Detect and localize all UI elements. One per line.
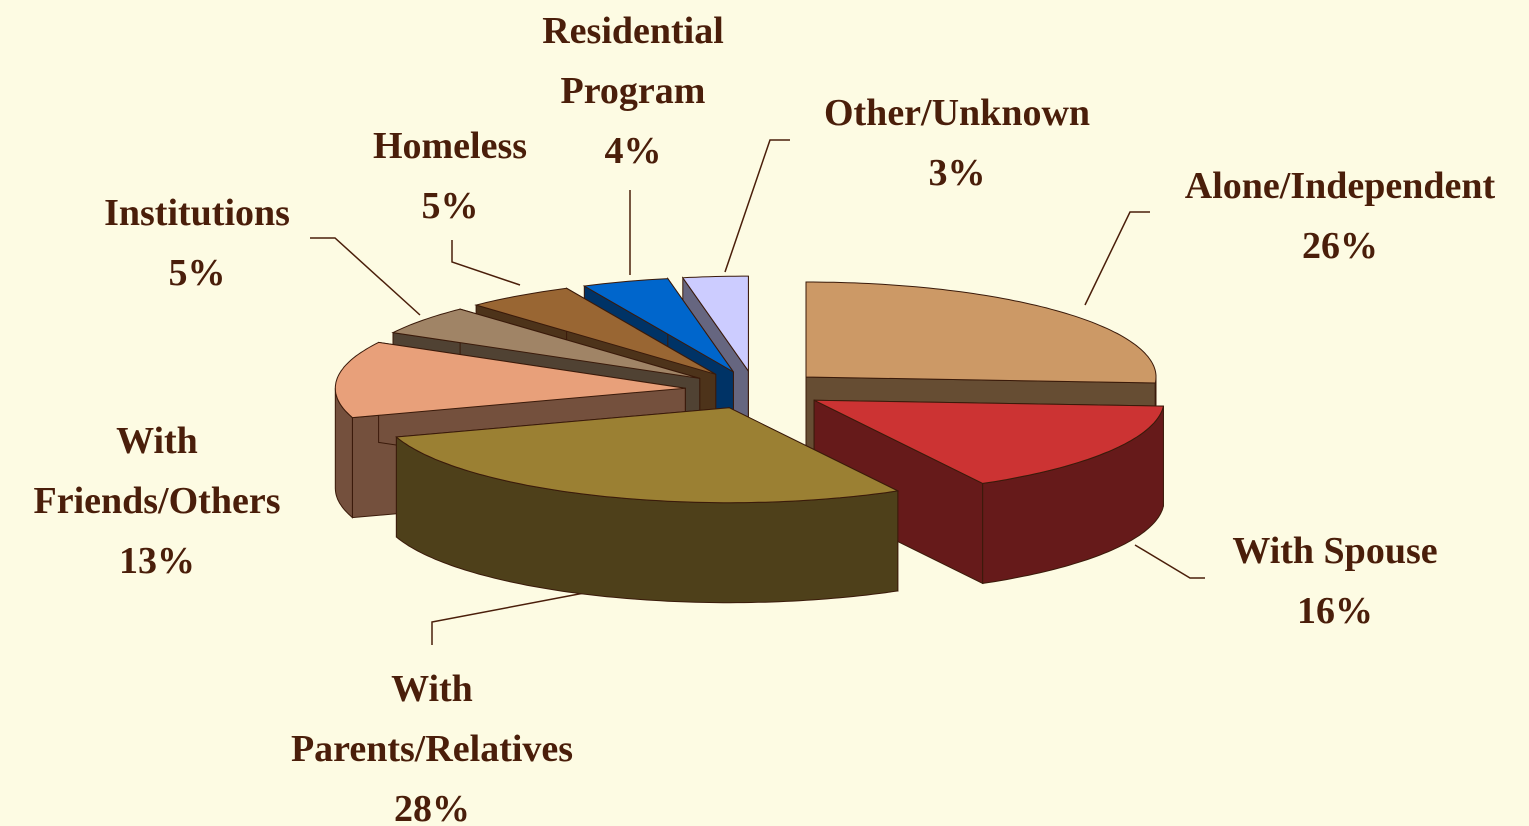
data-label: Alone/Independent 26% (1185, 165, 1496, 267)
slice (391, 308, 700, 379)
category-label: With Spouse (1232, 530, 1437, 572)
slice (474, 287, 716, 375)
value-label: 4% (605, 130, 662, 172)
leader-line (1134, 544, 1205, 579)
value-label: 5% (169, 252, 226, 294)
leader-line (451, 240, 521, 286)
slice (813, 399, 1165, 585)
category-label: Institutions (104, 192, 290, 234)
slice (681, 275, 749, 373)
slice (805, 281, 1157, 384)
category-label: Homeless (373, 125, 527, 167)
data-label: Homeless 5% (373, 125, 527, 227)
category-label: With Friends/Others (34, 420, 281, 522)
value-label: 26% (1302, 225, 1378, 267)
data-label: With Parents/Relatives 28% (291, 668, 573, 826)
leader-line (310, 237, 421, 316)
leader-line (1084, 211, 1150, 306)
data-label: Institutions 5% (104, 192, 290, 294)
category-line: Program (561, 70, 706, 112)
value-label: 28% (394, 788, 470, 826)
slice (334, 341, 686, 419)
category-label: Residential Program (542, 10, 724, 112)
category-line: With (116, 420, 198, 462)
category-line: Residential (542, 10, 724, 52)
value-label: 16% (1297, 590, 1373, 632)
category-line: With (391, 668, 473, 710)
value-label: 13% (119, 540, 195, 582)
category-label: Alone/Independent (1185, 165, 1496, 207)
value-label: 3% (929, 152, 986, 194)
data-label: With Friends/Others 13% (34, 420, 281, 582)
slice (395, 407, 900, 504)
leader-line (431, 589, 601, 645)
category-label: Other/Unknown (824, 92, 1090, 134)
data-label: With Spouse 16% (1232, 530, 1437, 632)
slice (813, 399, 1165, 484)
category-line: Parents/Relatives (291, 728, 573, 770)
slice (582, 278, 734, 373)
slice (395, 406, 900, 604)
category-label: With Parents/Relatives (291, 668, 573, 770)
value-label: 5% (422, 185, 479, 227)
data-label: Residential Program 4% (542, 10, 724, 172)
category-line: Friends/Others (34, 480, 281, 522)
data-label: Other/Unknown 3% (824, 92, 1090, 194)
leader-line (724, 139, 790, 273)
leader-lines (310, 139, 1205, 645)
